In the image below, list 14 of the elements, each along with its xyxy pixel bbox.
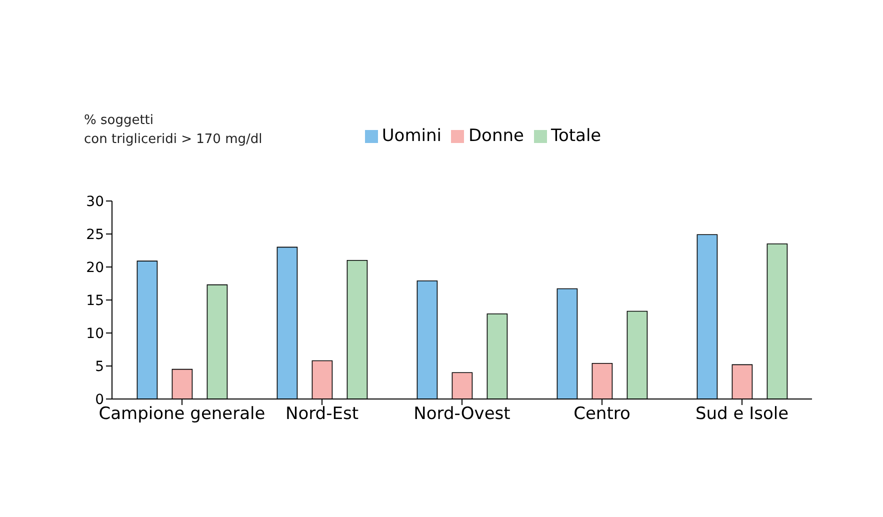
x-tick-label: Centro [574,404,630,424]
legend-label: Donne [468,126,524,146]
x-tick-label: Nord-Est [286,404,359,424]
x-tick-label: Nord-Ovest [414,404,511,424]
legend-label: Totale [550,126,602,146]
y-tick-label: 5 [95,358,104,375]
y-tick-label: 30 [86,194,104,210]
y-tick-label: 25 [86,226,104,243]
y-tick-label: 20 [86,260,104,276]
y-tick-label: 10 [86,326,104,342]
y-tick-label: 15 [86,292,104,309]
legend-label: Uomini [382,126,442,146]
x-tick-label: Sud e Isole [695,404,789,424]
y-axis-title: % soggetti con trigliceridi > 170 mg/dl [84,112,262,149]
